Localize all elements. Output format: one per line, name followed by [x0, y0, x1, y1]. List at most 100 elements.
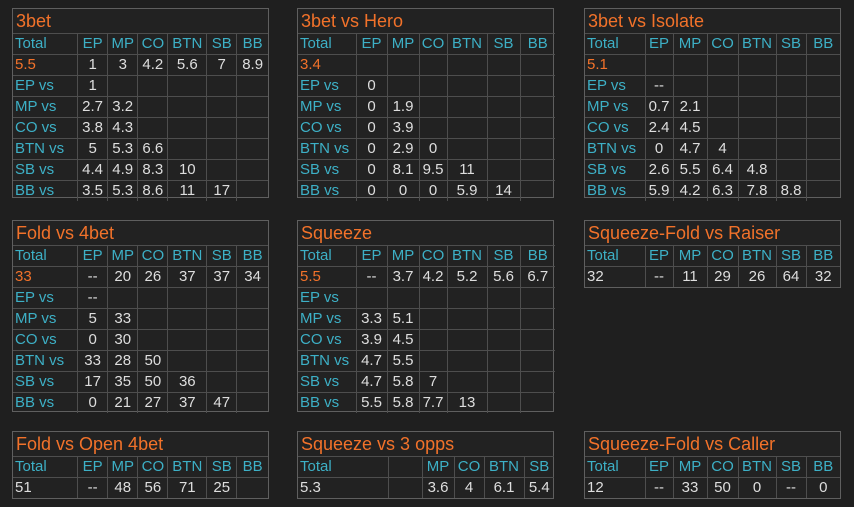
stat-cell — [446, 96, 488, 118]
stat-cell: 34 — [236, 266, 268, 288]
stat-cell — [486, 329, 521, 351]
stat-cell: 0 — [355, 138, 388, 160]
stat-cell: 0 — [355, 96, 388, 118]
column-header: CO — [706, 33, 739, 55]
stat-cell — [486, 54, 521, 76]
panel-3bet-vs-isolate: 3bet vs Isolate Total EP MP CO BTN SB BB 5.1 EP v… — [584, 8, 841, 201]
stat-cell — [519, 350, 555, 372]
stat-cell — [206, 159, 238, 181]
stat-cell: 4.2 — [672, 180, 708, 201]
table-row: BB vs 3.5 5.3 8.6 11 17 — [13, 180, 268, 201]
stat-cell — [206, 138, 238, 160]
table-row: 5.3 3.6 4 6.1 5.4 — [298, 477, 554, 498]
stat-cell: 3.9 — [355, 329, 388, 351]
stat-cell: 0 — [737, 477, 777, 498]
stat-cell — [137, 75, 169, 97]
stat-cell: 1 — [77, 54, 109, 76]
column-header: SB — [206, 33, 238, 55]
stat-cell — [775, 159, 807, 181]
table-row: CO vs 3.8 4.3 — [13, 117, 268, 139]
stat-cell: 6.1 — [483, 477, 525, 498]
stat-cell — [737, 54, 777, 76]
stat-cell: 5.6 — [486, 266, 521, 288]
stat-cell — [446, 54, 488, 76]
panel-title: 3bet — [16, 11, 52, 31]
panel-title: Squeeze — [301, 223, 373, 243]
stat-cell: 4.7 — [355, 371, 388, 393]
stat-cell — [446, 287, 488, 309]
column-header: BB — [519, 33, 555, 55]
table-row: CO vs 3.9 4.5 — [298, 329, 555, 351]
column-header: CO — [418, 245, 448, 267]
stat-cell: 37 — [206, 266, 238, 288]
column-header: BTN — [737, 33, 777, 55]
stat-cell — [519, 287, 555, 309]
row-label: MP vs — [585, 96, 646, 118]
stat-cell: -- — [355, 266, 388, 288]
stat-cell: 37 — [167, 392, 208, 413]
column-header: MP — [386, 245, 420, 267]
table-row: SB vs 17 35 50 36 — [13, 371, 268, 393]
stat-cell: 33 — [672, 477, 708, 498]
table-row: MP vs 2.7 3.2 — [13, 96, 268, 118]
row-label: BB vs — [13, 180, 79, 201]
stat-cell: 0 — [355, 75, 388, 97]
stat-cell: 29 — [706, 266, 739, 287]
stat-cell — [206, 350, 238, 372]
row-label: EP vs — [13, 75, 79, 97]
header-row: Total EP MP CO BTN SB BB — [13, 33, 268, 55]
stat-cell — [519, 308, 555, 330]
table-row: CO vs 0 30 — [13, 329, 268, 351]
stat-cell: 2.7 — [77, 96, 109, 118]
stat-cell: 36 — [167, 371, 208, 393]
stat-cell: 0 — [355, 159, 388, 181]
stat-cell: 32 — [805, 266, 840, 287]
row-label: BTN vs — [13, 350, 79, 372]
panel-3bet-vs-hero: 3bet vs Hero Total EP MP CO BTN SB BB 3.4 EP vs 0 M… — [297, 8, 555, 201]
stat-cell — [355, 54, 388, 76]
stat-cell: 30 — [107, 329, 139, 351]
column-header: Total — [585, 33, 646, 55]
table-row: 32 -- 11 29 26 64 32 — [585, 266, 840, 287]
table-row: 5.5 1 3 4.2 5.6 7 8.9 — [13, 54, 268, 76]
stat-cell: 7 — [418, 371, 448, 393]
stat-cell: 8.1 — [386, 159, 420, 181]
stat-cell — [805, 117, 840, 139]
stat-cell — [519, 392, 555, 413]
stats-table: Total EP MP CO BTN SB BB 3.4 EP vs 0 MP vs 0 1.9 CO v… — [298, 33, 555, 201]
stat-cell: 5.9 — [446, 180, 488, 201]
column-header: CO — [137, 456, 169, 478]
total-value: 12 — [585, 477, 646, 498]
total-value: 33 — [13, 266, 79, 288]
column-header: BTN — [737, 245, 777, 267]
stat-cell — [446, 329, 488, 351]
stat-cell: 27 — [137, 392, 169, 413]
row-label: CO vs — [298, 117, 357, 139]
panel-title: Squeeze vs 3 opps — [301, 434, 455, 454]
stat-cell: 5.6 — [167, 54, 208, 76]
stat-cell: 14 — [486, 180, 521, 201]
stats-table: Total EP MP CO BTN SB BB 5.5 1 3 4.2 5.6 7 8.9 EP vs 1 M… — [13, 33, 268, 201]
stat-cell: 10 — [167, 159, 208, 181]
stat-cell — [446, 308, 488, 330]
column-header: BTN — [483, 456, 525, 478]
stat-cell: 3.9 — [386, 117, 420, 139]
stat-cell — [519, 96, 555, 118]
column-header: BTN — [446, 245, 488, 267]
row-label: SB vs — [298, 371, 357, 393]
stat-cell: 3.2 — [107, 96, 139, 118]
column-header: EP — [355, 33, 388, 55]
row-label: BTN vs — [298, 350, 357, 372]
stat-cell — [486, 138, 521, 160]
stat-cell: 5.4 — [523, 477, 554, 498]
stat-cell — [418, 75, 448, 97]
column-header: BB — [236, 245, 268, 267]
row-label: MP vs — [298, 308, 357, 330]
stat-cell: 4.2 — [137, 54, 169, 76]
stat-cell — [206, 75, 238, 97]
stat-cell — [107, 287, 139, 309]
column-header: BB — [805, 245, 840, 267]
stat-cell — [167, 287, 208, 309]
stat-cell — [387, 477, 423, 498]
column-header: BTN — [737, 456, 777, 478]
